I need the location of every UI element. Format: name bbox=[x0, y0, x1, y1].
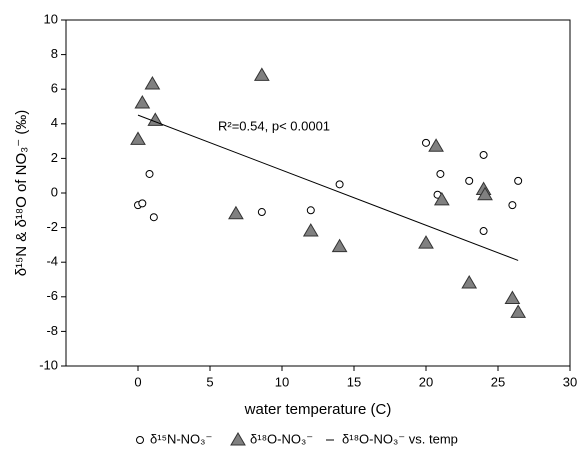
triangle-marker bbox=[134, 95, 151, 109]
triangle-marker bbox=[461, 274, 478, 289]
triangle-marker bbox=[428, 138, 444, 152]
y-tick-label: 8 bbox=[51, 46, 58, 61]
x-tick-label: 30 bbox=[563, 374, 577, 389]
x-tick-label: 0 bbox=[134, 374, 141, 389]
triangle-marker bbox=[147, 112, 164, 126]
triangle-marker bbox=[302, 223, 319, 237]
triangle-marker bbox=[331, 238, 348, 253]
circle-marker bbox=[508, 201, 517, 210]
y-tick-label: -6 bbox=[46, 288, 58, 303]
legend-marker bbox=[230, 432, 246, 446]
circle-marker bbox=[479, 150, 488, 159]
triangle-marker bbox=[144, 76, 161, 90]
circle-marker bbox=[257, 208, 266, 217]
legend-label: δ¹⁵N-NO₃⁻ bbox=[150, 431, 212, 446]
x-tick-label: 25 bbox=[491, 374, 505, 389]
y-tick-label: 6 bbox=[51, 81, 58, 96]
regression-line bbox=[137, 114, 519, 261]
annotation: R²=0.54, p< 0.0001 bbox=[218, 118, 330, 133]
circle-marker bbox=[145, 169, 154, 178]
circle-marker bbox=[465, 176, 474, 185]
y-tick-label: 2 bbox=[51, 150, 58, 165]
circle-marker bbox=[436, 169, 445, 178]
x-tick-label: 20 bbox=[419, 374, 433, 389]
y-tick-label: -4 bbox=[46, 254, 58, 269]
x-tick-label: 5 bbox=[206, 374, 213, 389]
triangle-marker bbox=[504, 290, 521, 305]
y-axis-label: δ¹⁵N & δ¹⁸O of NO₃⁻ (‰) bbox=[13, 110, 30, 277]
circle-marker bbox=[306, 206, 315, 215]
legend: δ¹⁵N-NO₃⁻ δ¹⁸O-NO₃⁻ δ¹⁸O-NO₃⁻ vs. temp bbox=[136, 431, 458, 446]
x-tick-label: 15 bbox=[347, 374, 361, 389]
legend-label: δ¹⁸O-NO₃⁻ bbox=[250, 431, 313, 446]
triangle-marker bbox=[253, 67, 270, 81]
triangle-marker bbox=[228, 205, 244, 220]
x-axis-label: water temperature (C) bbox=[244, 401, 392, 418]
circle-marker bbox=[514, 176, 523, 185]
y-tick-label: 10 bbox=[44, 11, 58, 26]
y-tick-label: -8 bbox=[46, 323, 58, 338]
y-tick-label: -10 bbox=[39, 357, 58, 372]
x-tick-label: 10 bbox=[275, 374, 289, 389]
plot-frame bbox=[65, 19, 571, 367]
triangle-marker bbox=[477, 186, 493, 201]
triangle-marker bbox=[130, 131, 146, 145]
circle-marker bbox=[422, 138, 430, 147]
legend-label: δ¹⁸O-NO₃⁻ vs. temp bbox=[342, 431, 458, 446]
circle-marker bbox=[149, 213, 158, 222]
y-tick-label: 0 bbox=[51, 184, 58, 199]
circle-marker bbox=[479, 227, 488, 236]
triangle-marker bbox=[433, 191, 450, 206]
y-tick-label: 4 bbox=[51, 115, 58, 130]
triangle-marker bbox=[510, 304, 527, 318]
legend-marker bbox=[136, 436, 144, 444]
circle-marker bbox=[138, 199, 147, 208]
circle-marker bbox=[335, 180, 344, 189]
y-tick-label: -2 bbox=[46, 219, 58, 234]
triangle-marker bbox=[418, 235, 434, 249]
